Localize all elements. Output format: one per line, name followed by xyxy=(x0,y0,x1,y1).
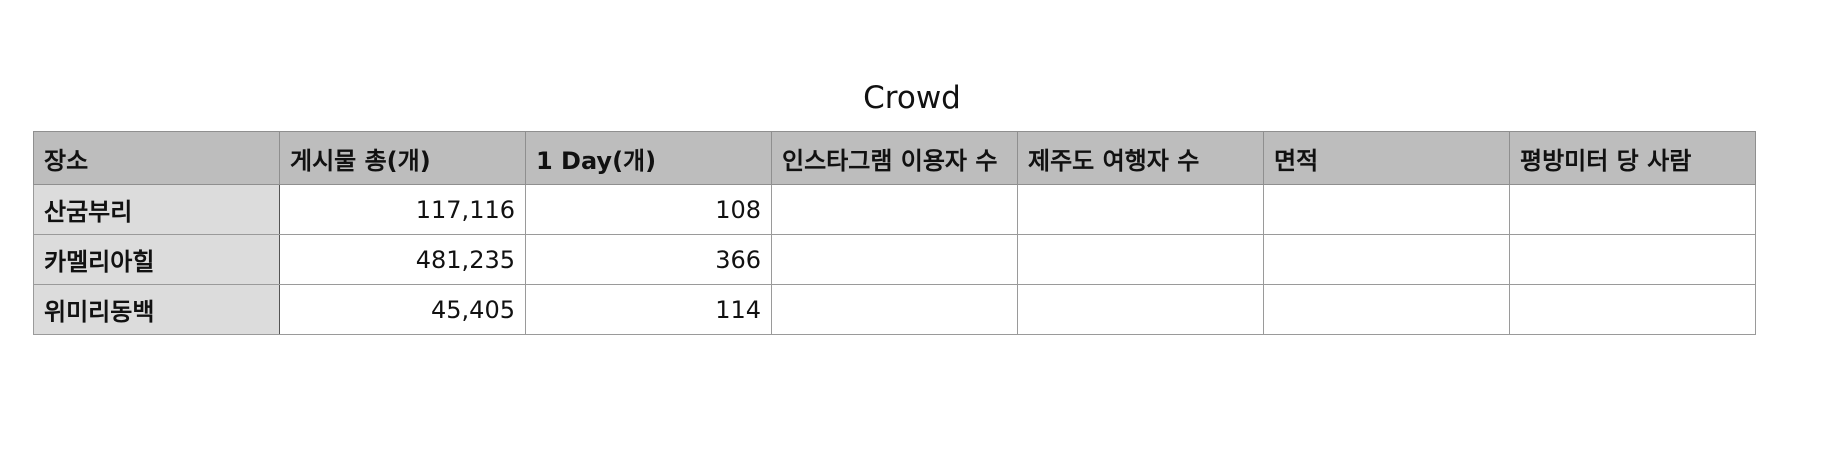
header-cell-jeju-travelers[interactable]: 제주도 여행자 수 xyxy=(1017,131,1264,185)
row-header-cell[interactable]: 산굼부리 xyxy=(33,184,280,235)
cell-area[interactable] xyxy=(1263,284,1510,335)
header-cell-posts-total[interactable]: 게시물 총(개) xyxy=(279,131,526,185)
cell-instagram-users[interactable] xyxy=(771,284,1018,335)
header-cell-per-day[interactable]: 1 Day(개) xyxy=(525,131,772,185)
header-cell-area[interactable]: 면적 xyxy=(1263,131,1510,185)
cell-instagram-users[interactable] xyxy=(771,184,1018,235)
cell-jeju-travelers[interactable] xyxy=(1017,184,1264,235)
cell-per-day[interactable]: 114 xyxy=(525,284,772,335)
cell-instagram-users[interactable] xyxy=(771,234,1018,285)
table-row: 위미리동백 45,405 114 xyxy=(33,284,1756,335)
table-title: Crowd xyxy=(863,80,961,116)
cell-posts-total[interactable]: 481,235 xyxy=(279,234,526,285)
row-header-cell[interactable]: 카멜리아힐 xyxy=(33,234,280,285)
cell-jeju-travelers[interactable] xyxy=(1017,234,1264,285)
cell-posts-total[interactable]: 45,405 xyxy=(279,284,526,335)
cell-area[interactable] xyxy=(1263,234,1510,285)
cell-per-day[interactable]: 108 xyxy=(525,184,772,235)
cell-people-per-sqm[interactable] xyxy=(1509,284,1756,335)
data-table: 장소 게시물 총(개) 1 Day(개) 인스타그램 이용자 수 제주도 여행자… xyxy=(33,131,1756,335)
row-header-cell[interactable]: 위미리동백 xyxy=(33,284,280,335)
cell-people-per-sqm[interactable] xyxy=(1509,234,1756,285)
header-cell-people-per-sqm[interactable]: 평방미터 당 사람 xyxy=(1509,131,1756,185)
header-cell-place[interactable]: 장소 xyxy=(33,131,280,185)
header-row: 장소 게시물 총(개) 1 Day(개) 인스타그램 이용자 수 제주도 여행자… xyxy=(33,131,1756,185)
table-row: 산굼부리 117,116 108 xyxy=(33,184,1756,235)
cell-jeju-travelers[interactable] xyxy=(1017,284,1264,335)
cell-area[interactable] xyxy=(1263,184,1510,235)
cell-posts-total[interactable]: 117,116 xyxy=(279,184,526,235)
table-row: 카멜리아힐 481,235 366 xyxy=(33,234,1756,285)
header-cell-instagram-users[interactable]: 인스타그램 이용자 수 xyxy=(771,131,1018,185)
cell-people-per-sqm[interactable] xyxy=(1509,184,1756,235)
cell-per-day[interactable]: 366 xyxy=(525,234,772,285)
